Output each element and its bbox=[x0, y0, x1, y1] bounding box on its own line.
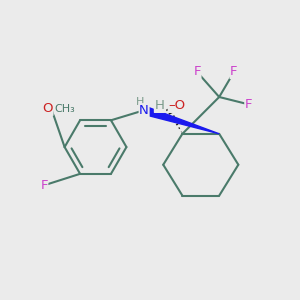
Text: methoxy: methoxy bbox=[54, 105, 61, 106]
Text: CH₃: CH₃ bbox=[54, 104, 75, 114]
Text: F: F bbox=[194, 65, 201, 79]
Text: O: O bbox=[42, 102, 53, 115]
Text: H: H bbox=[154, 99, 164, 112]
Text: N: N bbox=[139, 104, 149, 117]
Text: –O: –O bbox=[168, 99, 185, 112]
Text: H: H bbox=[136, 97, 144, 107]
Text: F: F bbox=[245, 98, 252, 111]
Text: F: F bbox=[230, 65, 238, 79]
Text: F: F bbox=[40, 179, 48, 192]
Polygon shape bbox=[143, 106, 219, 134]
